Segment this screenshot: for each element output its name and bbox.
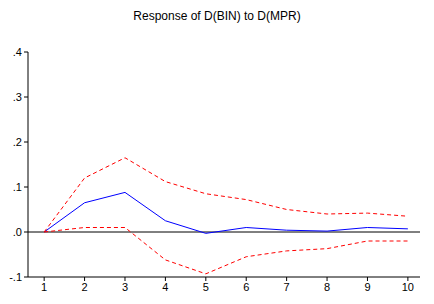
svg-text:10: 10 — [402, 281, 414, 293]
svg-text:-.1: -.1 — [9, 271, 22, 283]
svg-text:4: 4 — [162, 281, 168, 293]
svg-text:.1: .1 — [13, 181, 22, 193]
svg-text:9: 9 — [364, 281, 370, 293]
svg-text:7: 7 — [284, 281, 290, 293]
svg-text:.2: .2 — [13, 136, 22, 148]
svg-text:.4: .4 — [13, 46, 22, 58]
html-text:Response of D(BIN) to D(MPR): Response of D(BIN) to D(MPR) — [133, 9, 301, 23]
svg-text:6: 6 — [243, 281, 249, 293]
svg-text:.0: .0 — [13, 226, 22, 238]
svg-text:8: 8 — [324, 281, 330, 293]
svg-text:3: 3 — [122, 281, 128, 293]
svg-text:.3: .3 — [13, 91, 22, 103]
svg-text:2: 2 — [82, 281, 88, 293]
svg-text:5: 5 — [203, 281, 209, 293]
svg-text:1: 1 — [41, 281, 47, 293]
